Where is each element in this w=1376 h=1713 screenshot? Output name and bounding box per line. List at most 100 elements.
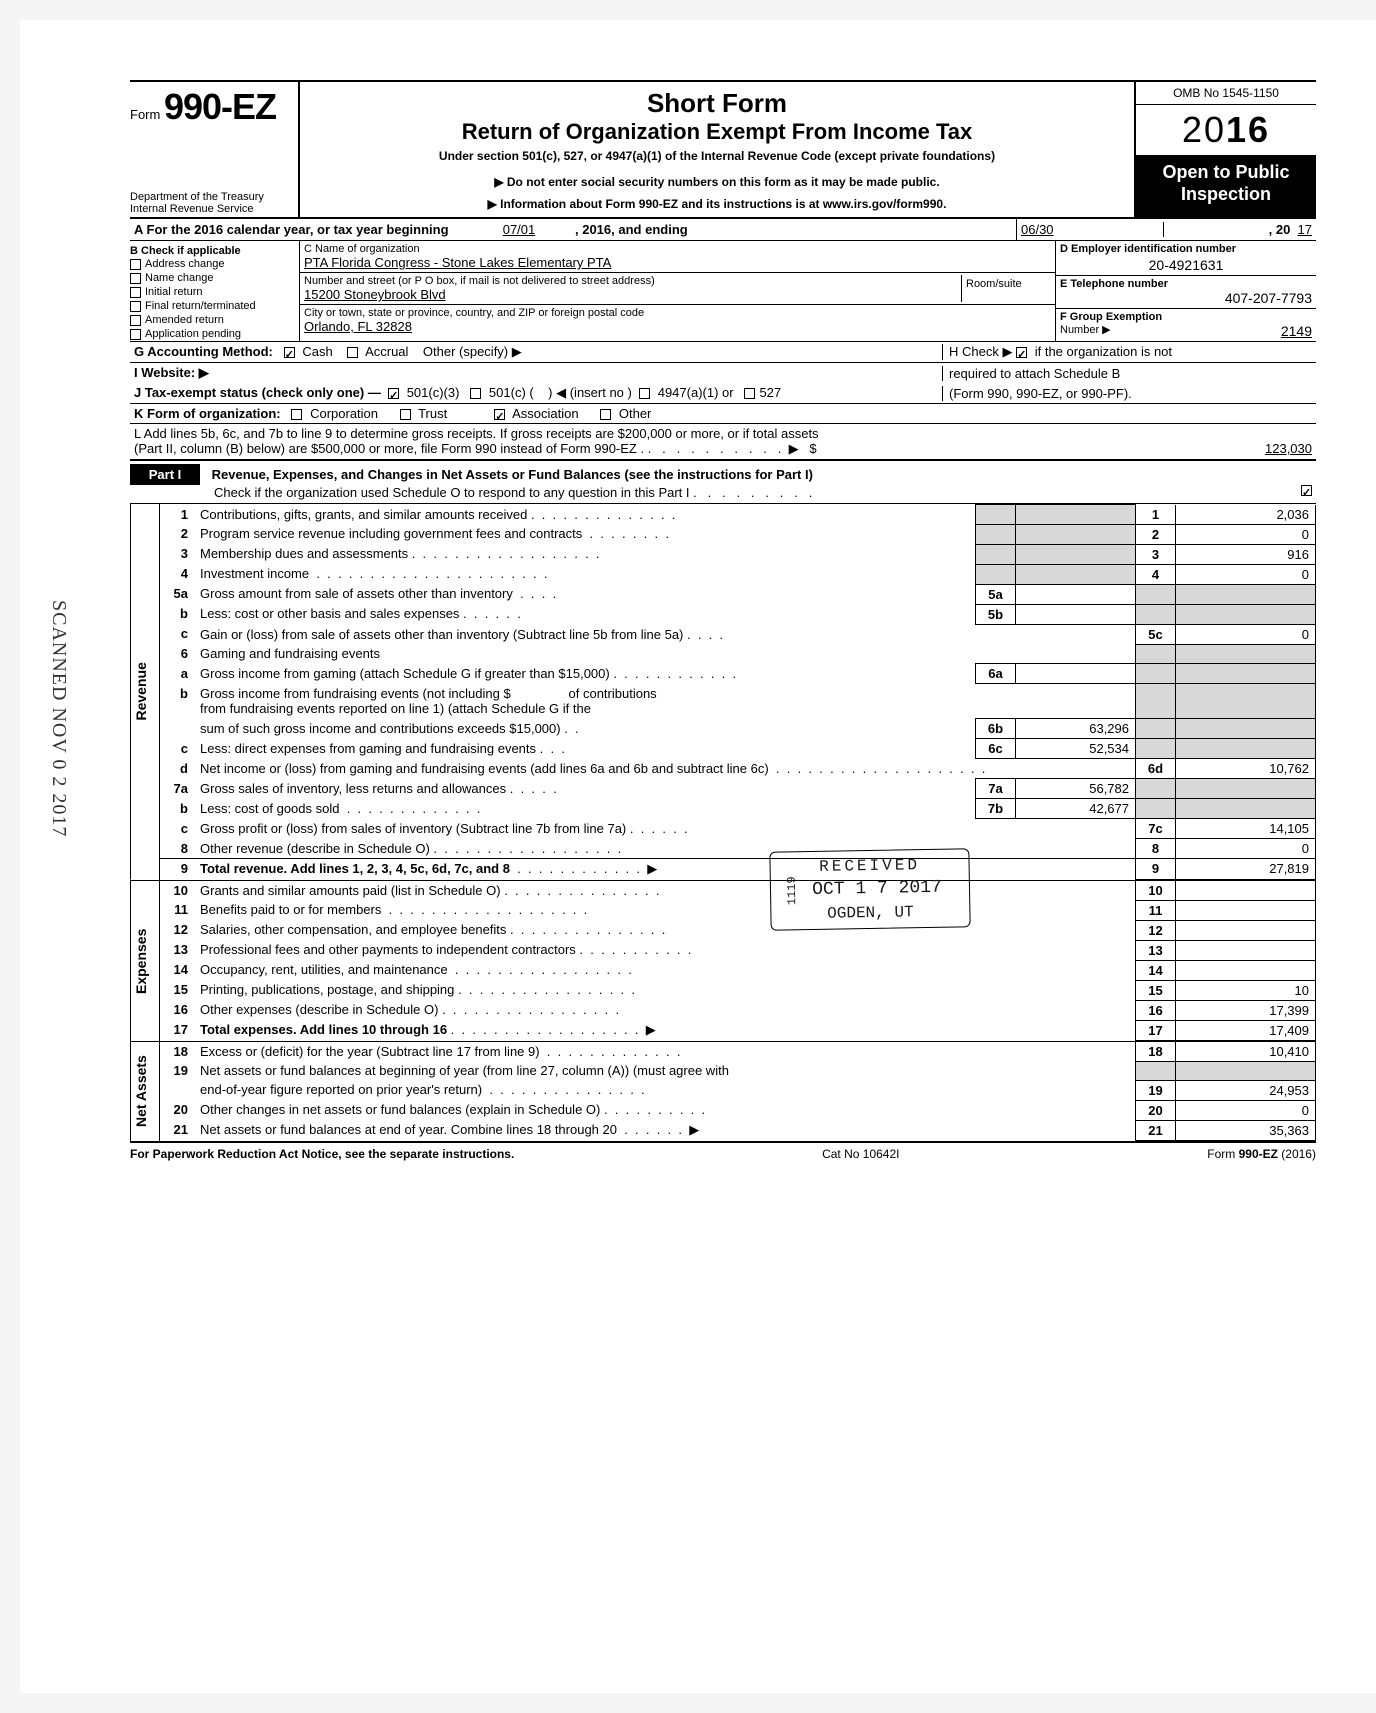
c-room-label: Room/suite bbox=[966, 278, 1022, 290]
chk-assoc[interactable] bbox=[494, 409, 505, 420]
row-a-end-prefix: , 20 bbox=[1269, 222, 1291, 237]
l4-val: 0 bbox=[1176, 564, 1316, 584]
l2-desc: Program service revenue including govern… bbox=[200, 526, 582, 541]
l5c-desc: Gain or (loss) from sale of assets other… bbox=[200, 627, 683, 642]
l3-desc: Membership dues and assessments bbox=[200, 546, 408, 561]
l5b-val bbox=[1016, 604, 1136, 624]
l12-desc: Salaries, other compensation, and employ… bbox=[200, 922, 506, 937]
title-info: ▶ Information about Form 990-EZ and its … bbox=[308, 197, 1126, 211]
part1-title: Revenue, Expenses, and Changes in Net As… bbox=[212, 467, 813, 482]
j-opt1: 501(c)(3) bbox=[407, 385, 460, 400]
open-pub-2: Inspection bbox=[1140, 184, 1312, 206]
col-b: B Check if applicable Address change Nam… bbox=[130, 241, 300, 341]
l17-desc: Total expenses. Add lines 10 through 16 bbox=[200, 1022, 447, 1037]
i-label: I Website: ▶ bbox=[134, 365, 209, 380]
l6a-val bbox=[1016, 664, 1136, 684]
chk-501c3[interactable] bbox=[388, 388, 399, 399]
chk-initial-return[interactable] bbox=[130, 287, 141, 298]
c-name: PTA Florida Congress - Stone Lakes Eleme… bbox=[304, 255, 1051, 270]
b-item-4: Amended return bbox=[145, 314, 224, 326]
l5b-desc: Less: cost or other basis and sales expe… bbox=[200, 606, 459, 621]
l20-desc: Other changes in net assets or fund bala… bbox=[200, 1102, 600, 1117]
title-under: Under section 501(c), 527, or 4947(a)(1)… bbox=[308, 149, 1126, 163]
f-label2: Number ▶ bbox=[1060, 323, 1111, 339]
l13-desc: Professional fees and other payments to … bbox=[200, 942, 576, 957]
l7a-desc: Gross sales of inventory, less returns a… bbox=[200, 781, 506, 796]
footer-left: For Paperwork Reduction Act Notice, see … bbox=[130, 1147, 514, 1161]
rows-gijkl: G Accounting Method: Cash Accrual Other … bbox=[130, 342, 1316, 461]
row-a-label: A For the 2016 calendar year, or tax yea… bbox=[134, 222, 449, 237]
j-insert: ) ◀ (insert no ) bbox=[548, 385, 632, 400]
chk-name-change[interactable] bbox=[130, 273, 141, 284]
l10-val bbox=[1176, 881, 1316, 901]
l-text2: (Part II, column (B) below) are $500,000… bbox=[134, 441, 644, 456]
chk-sched-o[interactable] bbox=[1301, 485, 1312, 496]
chk-amended-return[interactable] bbox=[130, 315, 141, 326]
dept-line1: Department of the Treasury bbox=[130, 191, 292, 203]
chk-4947[interactable] bbox=[639, 388, 650, 399]
l19-desc1: Net assets or fund balances at beginning… bbox=[200, 1063, 729, 1078]
dept-line2: Internal Revenue Service bbox=[130, 203, 292, 215]
j-opt4: 527 bbox=[759, 385, 781, 400]
b-item-0: Address change bbox=[145, 258, 225, 270]
l18-desc: Excess or (deficit) for the year (Subtra… bbox=[200, 1044, 540, 1059]
chk-527[interactable] bbox=[744, 388, 755, 399]
row-a-end-yr: 17 bbox=[1298, 222, 1312, 237]
l14-desc: Occupancy, rent, utilities, and maintena… bbox=[200, 962, 448, 977]
l6b-3: sum of such gross income and contributio… bbox=[200, 721, 561, 736]
l13-val bbox=[1176, 940, 1316, 960]
l10-desc: Grants and similar amounts paid (list in… bbox=[200, 883, 501, 898]
footer-right: Form 990-EZ (2016) bbox=[1207, 1147, 1316, 1161]
l21-val: 35,363 bbox=[1176, 1120, 1316, 1140]
l16-val: 17,399 bbox=[1176, 1000, 1316, 1020]
form-page: SCANNED NOV 0 2 2017 Form 990-EZ Departm… bbox=[20, 20, 1376, 1693]
l7b-val: 42,677 bbox=[1016, 799, 1136, 819]
row-a: A For the 2016 calendar year, or tax yea… bbox=[130, 219, 1316, 241]
l5a-desc: Gross amount from sale of assets other t… bbox=[200, 586, 513, 601]
l7c-val: 14,105 bbox=[1176, 819, 1316, 839]
g-other: Other (specify) ▶ bbox=[423, 344, 522, 359]
chk-501c[interactable] bbox=[470, 388, 481, 399]
chk-address-change[interactable] bbox=[130, 259, 141, 270]
expenses-grid: Expenses 10Grants and similar amounts pa… bbox=[130, 880, 1316, 1041]
k-corp: Corporation bbox=[310, 406, 378, 421]
row-a-mid: , 2016, and ending bbox=[575, 222, 688, 237]
l17-val: 17,409 bbox=[1176, 1020, 1316, 1040]
k-assoc: Association bbox=[512, 406, 578, 421]
chk-application-pending[interactable] bbox=[130, 329, 141, 340]
title-sub: Return of Organization Exempt From Incom… bbox=[308, 119, 1126, 145]
l4-desc: Investment income bbox=[200, 566, 309, 581]
form-990ez: Form 990-EZ Department of the Treasury I… bbox=[130, 80, 1316, 1143]
h-text4: (Form 990, 990-EZ, or 990-PF). bbox=[949, 386, 1132, 401]
e-value: 407-207-7793 bbox=[1060, 290, 1312, 306]
l18-val: 10,410 bbox=[1176, 1042, 1316, 1062]
row-a-end-month: 06/30 bbox=[1021, 222, 1054, 237]
l6d-desc: Net income or (loss) from gaming and fun… bbox=[200, 761, 769, 776]
form-number-big: 990-EZ bbox=[164, 86, 276, 127]
chk-other[interactable] bbox=[600, 409, 611, 420]
chk-h[interactable] bbox=[1016, 347, 1027, 358]
chk-corp[interactable] bbox=[291, 409, 302, 420]
j-label: J Tax-exempt status (check only one) — bbox=[134, 385, 381, 400]
col-c: C Name of organization PTA Florida Congr… bbox=[300, 241, 1056, 341]
netassets-table: 18Excess or (deficit) for the year (Subt… bbox=[160, 1042, 1316, 1141]
l11-val bbox=[1176, 900, 1316, 920]
f-value: 2149 bbox=[1281, 323, 1312, 339]
c-street: 15200 Stoneybrook Blvd bbox=[304, 287, 961, 302]
form-header: Form 990-EZ Department of the Treasury I… bbox=[130, 82, 1316, 219]
g-accrual: Accrual bbox=[365, 344, 408, 359]
j-opt3: 4947(a)(1) or bbox=[658, 385, 734, 400]
l6b-2: from fundraising events reported on line… bbox=[200, 701, 591, 716]
chk-accrual[interactable] bbox=[347, 347, 358, 358]
l7c-desc: Gross profit or (loss) from sales of inv… bbox=[200, 821, 626, 836]
chk-final-return[interactable] bbox=[130, 301, 141, 312]
c-city-label: City or town, state or province, country… bbox=[304, 307, 1051, 319]
l16-desc: Other expenses (describe in Schedule O) bbox=[200, 1002, 438, 1017]
footer-mid: Cat No 10642I bbox=[822, 1147, 899, 1161]
c-label: C Name of organization bbox=[304, 243, 1051, 255]
k-label: K Form of organization: bbox=[134, 406, 281, 421]
l8-val: 0 bbox=[1176, 839, 1316, 859]
chk-cash[interactable] bbox=[284, 347, 295, 358]
title-main: Short Form bbox=[308, 88, 1126, 119]
chk-trust[interactable] bbox=[400, 409, 411, 420]
